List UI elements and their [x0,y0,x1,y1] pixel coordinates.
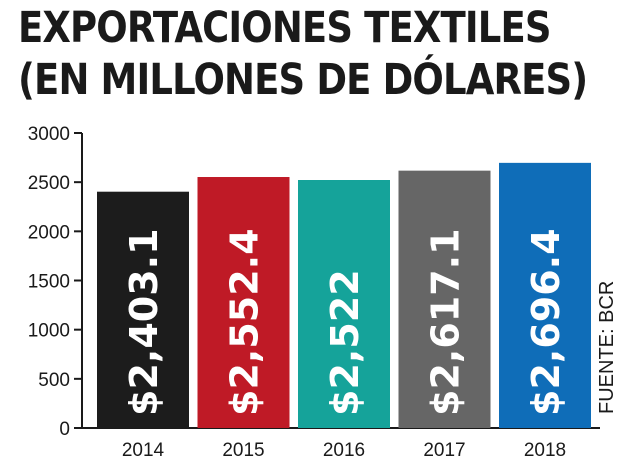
x-tick-label: 2017 [423,440,465,461]
chart-bars: $2,403.1 2014 $2,552.4 2015 $2,522 2016 $2,617… [97,162,591,461]
y-tick-label: 2500 [28,173,70,194]
bar-value-label: $2,403.1 [122,228,166,416]
bar-2018 [499,162,591,428]
y-tick-label: 1000 [28,321,70,342]
chart-title: EXPORTACIONES TEXTILES (EN MILLONES DE D… [18,2,588,106]
y-tick-label: 1500 [28,272,70,293]
bar-value-label: $2,522 [323,269,367,416]
y-tick-label: 0 [59,419,70,440]
bar-2015 [197,177,290,428]
y-tick-label: 3000 [28,124,70,145]
y-tick-label: 500 [38,370,70,391]
x-tick-label: 2015 [222,440,264,461]
bar-2016 [298,180,390,428]
bar-value-label: $2,552.4 [223,228,267,416]
y-tick-label: 2000 [28,222,70,243]
x-tick-label: 2014 [122,440,165,461]
chart-axes: 0 500 1000 1500 2000 2500 3000 [28,124,600,440]
bar-2014 [97,191,189,428]
chart-title-line2: (EN MILLONES DE DÓLARES) [18,55,588,105]
bar-2017 [398,170,491,428]
source-note: FUENTE: BCR [596,281,618,414]
chart-title-line1: EXPORTACIONES TEXTILES [18,3,552,53]
bar-value-label: $2,696.4 [524,228,568,416]
bar-value-label: $2,617.1 [424,228,468,416]
x-tick-label: 2016 [323,440,365,461]
x-tick-label: 2018 [524,440,566,461]
